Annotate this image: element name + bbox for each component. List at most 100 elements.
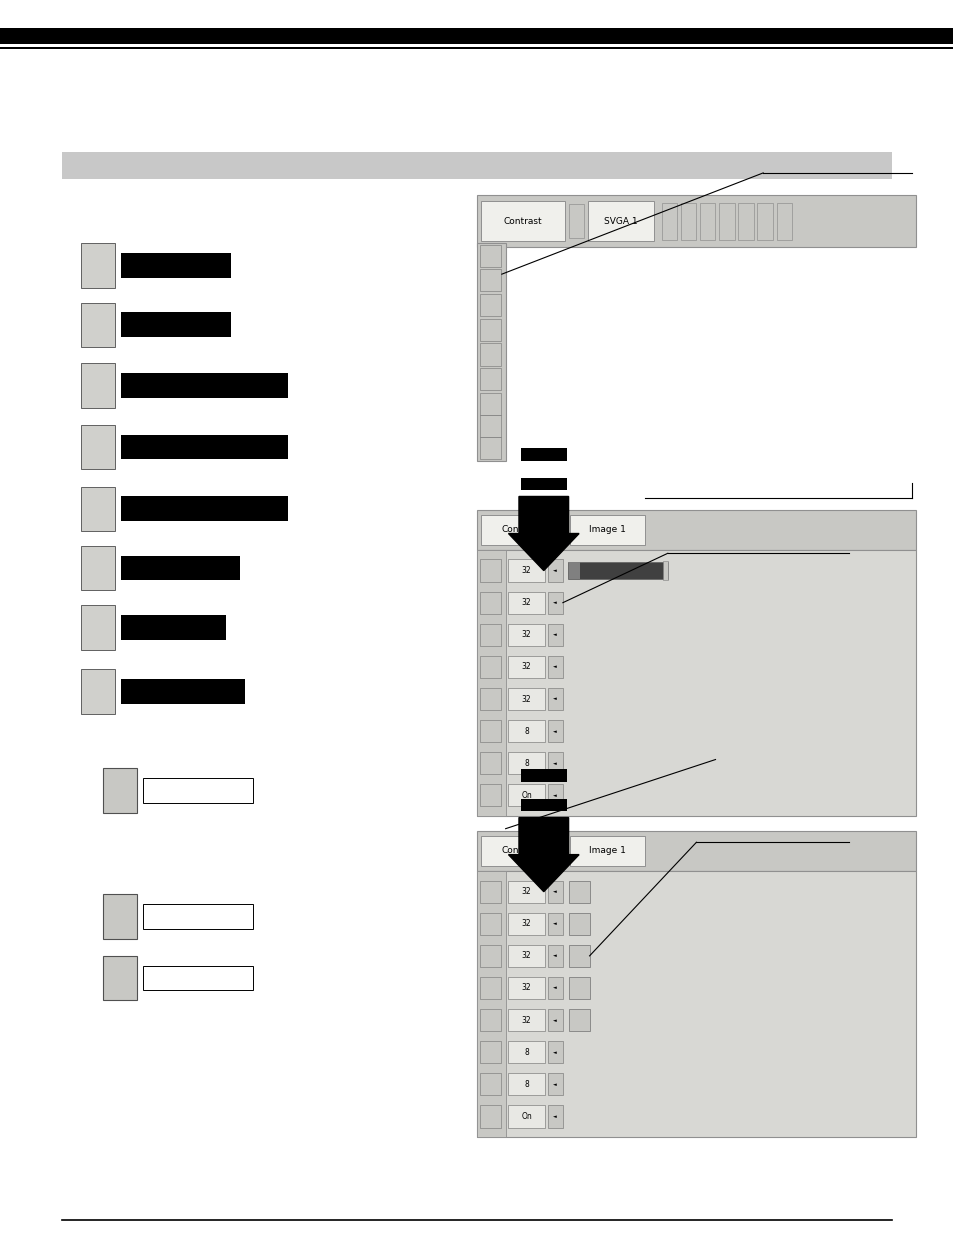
Text: 32: 32	[521, 566, 531, 576]
Text: 32: 32	[521, 983, 531, 993]
Bar	[143, 966, 253, 990]
Bar	[547, 913, 562, 935]
Bar	[520, 769, 566, 782]
Bar	[121, 373, 288, 398]
Bar	[508, 688, 544, 710]
Bar	[479, 343, 500, 366]
Bar	[476, 550, 915, 816]
Bar	[81, 243, 115, 288]
Bar	[508, 592, 544, 614]
Text: Contrast: Contrast	[501, 525, 539, 535]
Bar	[480, 836, 561, 866]
Text: ◄: ◄	[553, 793, 557, 798]
Bar	[776, 203, 791, 240]
Bar	[520, 799, 566, 811]
Bar	[547, 752, 562, 774]
Bar	[479, 368, 500, 390]
Text: Contrast: Contrast	[501, 846, 539, 856]
Bar	[81, 487, 115, 531]
Text: ◄: ◄	[553, 729, 557, 734]
Text: 8: 8	[524, 1079, 528, 1089]
Bar	[508, 881, 544, 903]
Bar	[121, 435, 288, 459]
Text: On: On	[520, 790, 532, 800]
Bar	[547, 720, 562, 742]
Bar	[476, 871, 505, 1137]
Bar	[479, 977, 500, 999]
Text: ◄: ◄	[553, 568, 557, 573]
Bar	[143, 778, 253, 803]
Bar	[508, 752, 544, 774]
Bar	[520, 448, 566, 461]
Bar	[680, 203, 696, 240]
Bar	[757, 203, 772, 240]
Bar	[508, 559, 544, 582]
Text: ◄: ◄	[553, 986, 557, 990]
Bar	[547, 977, 562, 999]
Text: 32: 32	[521, 662, 531, 672]
Bar	[479, 245, 500, 267]
Bar	[479, 752, 500, 774]
Text: ◄: ◄	[553, 953, 557, 958]
Bar	[476, 510, 915, 550]
Bar	[479, 688, 500, 710]
Bar	[480, 201, 564, 241]
Bar	[508, 1073, 544, 1095]
Bar	[479, 294, 500, 316]
Bar	[479, 393, 500, 415]
Text: ◄: ◄	[553, 889, 557, 894]
Bar	[62, 152, 891, 179]
Text: SVGA 1: SVGA 1	[603, 216, 638, 226]
Bar	[567, 562, 667, 579]
Text: 32: 32	[521, 919, 531, 929]
Bar	[479, 913, 500, 935]
Text: ◄: ◄	[553, 697, 557, 701]
Bar	[508, 656, 544, 678]
Bar	[476, 871, 915, 1137]
Text: 32: 32	[521, 694, 531, 704]
Bar	[508, 624, 544, 646]
Bar	[547, 656, 562, 678]
Bar	[476, 831, 915, 871]
Bar	[81, 363, 115, 408]
Bar	[568, 881, 589, 903]
Bar	[568, 204, 583, 238]
Bar	[479, 559, 500, 582]
Bar	[81, 425, 115, 469]
Bar	[479, 592, 500, 614]
Text: ◄: ◄	[553, 761, 557, 766]
Text: Image 1: Image 1	[589, 525, 625, 535]
Bar	[479, 720, 500, 742]
Text: ◄: ◄	[553, 1114, 557, 1119]
Bar	[479, 656, 500, 678]
Bar	[568, 562, 579, 579]
Bar	[479, 269, 500, 291]
Bar	[479, 1105, 500, 1128]
Text: ◄: ◄	[553, 1018, 557, 1023]
Bar	[480, 515, 561, 545]
Text: 8: 8	[524, 758, 528, 768]
Bar	[547, 624, 562, 646]
Bar	[479, 437, 500, 459]
Text: On: On	[520, 1112, 532, 1121]
Bar	[520, 478, 566, 490]
Bar	[568, 945, 589, 967]
Bar	[719, 203, 734, 240]
Bar	[508, 784, 544, 806]
Bar	[568, 913, 589, 935]
Bar	[479, 319, 500, 341]
Bar	[738, 203, 753, 240]
Bar	[81, 303, 115, 347]
Bar	[0, 28, 953, 44]
Bar	[479, 1041, 500, 1063]
Bar	[508, 1009, 544, 1031]
Bar	[0, 47, 953, 49]
Bar	[547, 1105, 562, 1128]
Bar	[508, 913, 544, 935]
Text: 32: 32	[521, 887, 531, 897]
Bar	[508, 977, 544, 999]
Bar	[121, 496, 288, 521]
Bar	[508, 945, 544, 967]
Text: 32: 32	[521, 1015, 531, 1025]
Bar	[479, 624, 500, 646]
